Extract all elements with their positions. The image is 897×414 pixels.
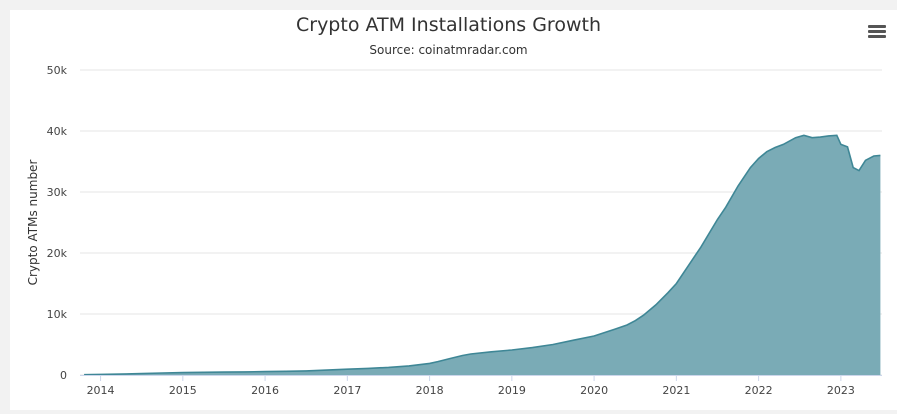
x-tick-label: 2023 xyxy=(827,384,855,397)
chart-title: Crypto ATM Installations Growth xyxy=(295,14,601,36)
x-tick-label: 2015 xyxy=(169,384,197,397)
x-tick-label: 2018 xyxy=(416,384,444,397)
y-axis-label: Crypto ATMs number xyxy=(26,160,40,286)
chart-menu-button[interactable] xyxy=(864,20,890,44)
y-tick-label: 20k xyxy=(47,247,68,260)
chart-subtitle: Source: coinatmradar.com xyxy=(369,43,528,57)
hamburger-icon-bar xyxy=(868,25,886,28)
x-axis-ticks: 2014 2015 2016 2017 2018 2019 2020 2021 2022 2023 xyxy=(87,375,855,397)
y-axis-ticks: 0 10k 20k 30k 40k 50k xyxy=(47,64,68,382)
y-tick-label: 10k xyxy=(47,308,68,321)
hamburger-icon-bar xyxy=(868,30,886,33)
x-tick-label: 2019 xyxy=(498,384,526,397)
x-tick-label: 2020 xyxy=(580,384,608,397)
x-tick-label: 2016 xyxy=(251,384,279,397)
series-area xyxy=(84,135,881,375)
series-line xyxy=(84,134,881,376)
y-tick-label: 30k xyxy=(47,186,68,199)
x-tick-label: 2014 xyxy=(87,384,115,397)
hamburger-icon-bar xyxy=(868,35,886,38)
y-tick-label: 40k xyxy=(47,125,68,138)
y-tick-label: 50k xyxy=(47,64,68,77)
x-tick-label: 2017 xyxy=(333,384,361,397)
x-tick-label: 2022 xyxy=(745,384,773,397)
x-tick-label: 2021 xyxy=(662,384,690,397)
y-tick-label: 0 xyxy=(60,369,67,382)
